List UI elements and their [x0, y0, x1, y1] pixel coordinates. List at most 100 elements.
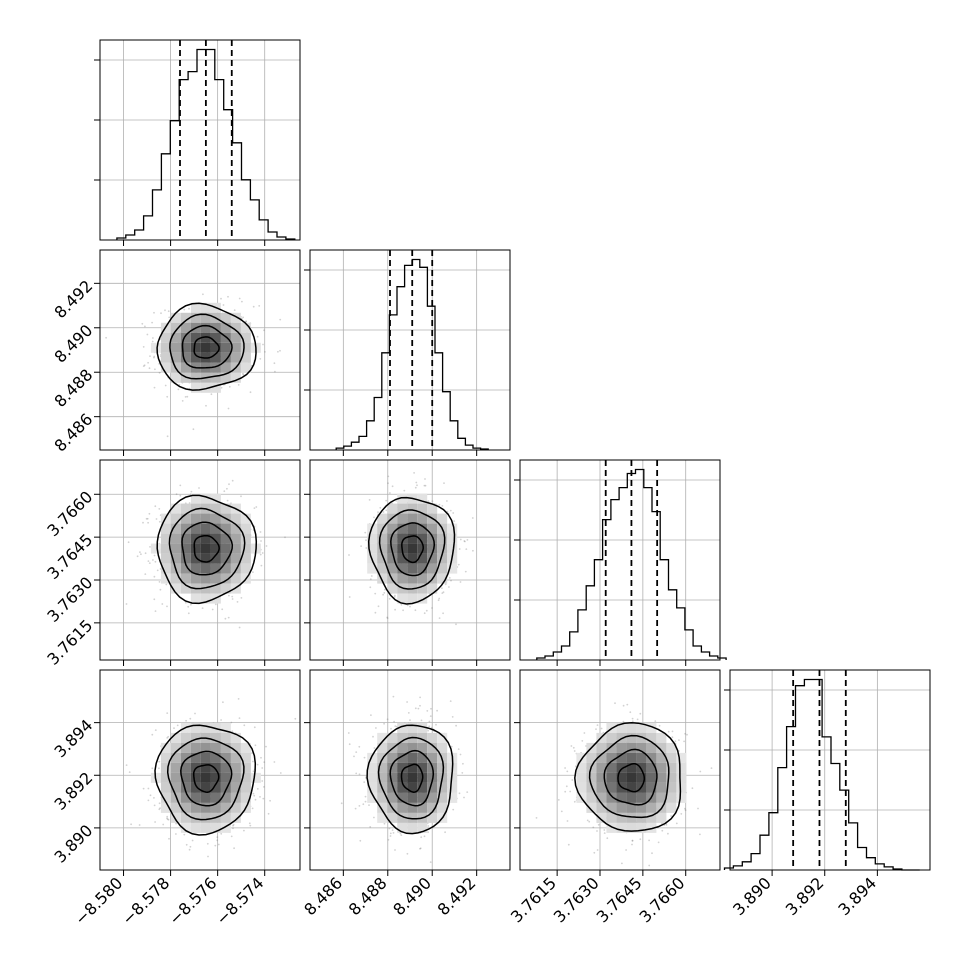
scatter-point	[699, 833, 701, 836]
scatter-point	[586, 819, 589, 822]
density-cell	[180, 563, 191, 574]
density-cell	[190, 802, 201, 813]
scatter-point	[165, 583, 168, 586]
scatter-point	[223, 490, 226, 493]
density-cell	[586, 782, 597, 793]
scatter-point	[427, 500, 430, 502]
density-cell	[160, 342, 171, 353]
density-cell	[200, 563, 211, 574]
contour-3	[377, 736, 445, 820]
scatter-point	[226, 499, 229, 502]
density-cell	[210, 503, 221, 514]
density-cell	[180, 312, 191, 323]
density-cell	[367, 772, 378, 783]
scatter-point	[631, 717, 634, 720]
density-cell	[160, 563, 171, 574]
scatter-point	[535, 817, 538, 819]
density-cell	[210, 543, 221, 554]
density-cell	[427, 533, 438, 544]
density-cell	[190, 493, 201, 504]
density-cell	[656, 762, 667, 773]
scatter-point	[449, 700, 452, 702]
scatter-point	[263, 329, 265, 332]
density-cell	[240, 762, 251, 773]
scatter-point	[400, 834, 403, 836]
scatter-point	[453, 520, 456, 522]
density-cell	[170, 533, 181, 544]
scatter-point	[148, 512, 151, 515]
density-cell	[676, 772, 687, 783]
y-tick-label: 8.490	[51, 321, 97, 367]
scatter-point	[384, 588, 386, 591]
density-cell	[407, 782, 418, 793]
density-cell	[626, 822, 637, 833]
scatter-point	[355, 772, 358, 775]
scatter-point	[442, 612, 444, 615]
density-cell	[417, 802, 428, 813]
scatter-point	[442, 591, 445, 594]
density-cell	[437, 792, 448, 803]
density-cell	[210, 792, 221, 803]
scatter-point	[697, 807, 699, 810]
scatter-point	[144, 573, 147, 575]
density-cell	[230, 312, 241, 323]
density-cell	[180, 822, 191, 833]
scatter-point	[228, 385, 231, 388]
scatter-point	[158, 581, 161, 583]
scatter-point	[573, 800, 576, 803]
density-cell	[397, 802, 408, 813]
density-cell	[180, 543, 191, 554]
density-cell	[427, 563, 438, 574]
density-panel-3-2	[304, 459, 511, 666]
density-cell	[387, 563, 398, 574]
scatter-point	[210, 393, 213, 396]
density-cell	[170, 732, 181, 743]
density-cell	[437, 553, 448, 564]
density-cell	[377, 802, 388, 813]
density-cell	[407, 593, 418, 604]
density-cell	[377, 553, 388, 564]
density-cell	[200, 722, 211, 733]
scatter-point	[217, 843, 220, 846]
density-cell	[586, 772, 597, 783]
density-cell	[180, 583, 191, 594]
density-cell	[190, 742, 201, 753]
scatter-point	[190, 490, 193, 493]
scatter-point	[385, 509, 388, 512]
scatter-point	[451, 716, 454, 718]
scatter-point	[369, 578, 372, 581]
density-cell	[170, 523, 181, 534]
scatter-point	[236, 601, 239, 603]
scatter-point	[166, 818, 169, 821]
scatter-point	[238, 297, 241, 300]
scatter-point	[391, 485, 394, 488]
density-cell	[180, 352, 191, 363]
scatter-point	[242, 373, 245, 376]
scatter-point	[430, 726, 433, 729]
scatter-point	[455, 724, 457, 727]
density-cell	[230, 553, 241, 564]
scatter-point	[164, 309, 166, 312]
density-cell	[220, 543, 231, 554]
scatter-point	[252, 571, 254, 573]
density-cell	[190, 352, 201, 363]
density-cell	[220, 342, 231, 353]
scatter-point	[161, 603, 164, 605]
density-cell	[437, 543, 448, 554]
scatter-point	[449, 509, 452, 512]
scatter-point	[277, 350, 279, 353]
scatter-point	[153, 598, 156, 601]
density-cell	[240, 752, 251, 763]
panel-frame	[99, 249, 301, 451]
scatter-point	[657, 841, 660, 844]
scatter-point	[241, 300, 243, 303]
scatter-point	[245, 320, 248, 322]
density-cell	[417, 822, 428, 833]
density-cell	[576, 782, 587, 793]
panel-background	[520, 460, 720, 660]
scatter-point	[348, 743, 351, 746]
scatter-point	[216, 839, 219, 842]
density-cell	[397, 553, 408, 564]
scatter-point	[683, 740, 685, 743]
density-cell	[407, 523, 418, 534]
